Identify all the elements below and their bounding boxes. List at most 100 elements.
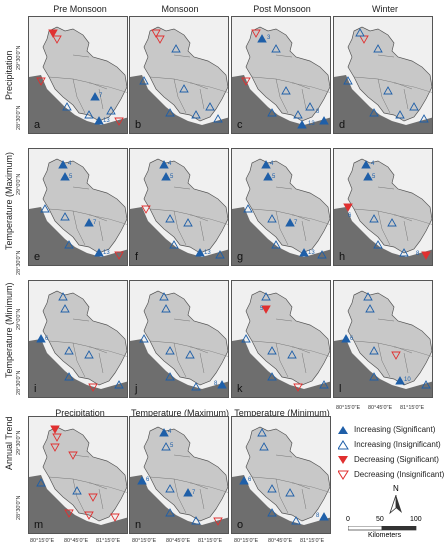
panel-letter: c	[237, 119, 243, 131]
x-tick-l3: 81°15'0"E	[400, 405, 425, 411]
subbasin-lines	[48, 318, 108, 378]
station-marker	[88, 383, 98, 392]
river-line	[393, 346, 432, 357]
station-number: 7	[93, 220, 97, 226]
panel-letter: d	[339, 119, 346, 131]
x-tick-l1: 80°15'0"E	[336, 405, 361, 411]
basin-shape	[42, 158, 127, 254]
station-number: 8	[316, 109, 320, 115]
panel-letter: f	[135, 251, 139, 263]
x-tick-o3: 81°15'0"E	[300, 538, 325, 544]
station-marker	[50, 443, 60, 452]
terrain-shade	[130, 207, 228, 265]
legend-dec-sig-label: Decreasing (Significant)	[354, 455, 439, 464]
station-marker	[243, 204, 253, 213]
station-marker	[90, 92, 100, 101]
terrain-shade	[29, 207, 127, 265]
panel-letter: g	[237, 251, 244, 263]
basin-shape	[347, 290, 432, 386]
subbasin-lines	[48, 454, 108, 514]
station-marker	[52, 433, 62, 442]
station-marker	[373, 44, 383, 53]
map-panel-n: 4 5 6 7 n	[129, 416, 229, 534]
map-panel-h: 4 5 6 8 h	[333, 148, 433, 266]
river-line	[88, 82, 127, 93]
scale-unit: Kilometers	[368, 532, 402, 539]
station-marker	[165, 484, 175, 493]
station-marker	[355, 28, 365, 37]
station-marker	[159, 160, 169, 169]
station-number: 4	[168, 429, 172, 435]
station-marker	[261, 305, 271, 314]
station-number: 5	[170, 443, 174, 449]
scale-tick-100: 100	[410, 516, 422, 523]
station-number: 8	[316, 513, 320, 519]
station-marker	[183, 488, 193, 497]
station-number: 13	[204, 250, 211, 256]
station-marker	[64, 509, 74, 518]
subbasin-lines	[149, 318, 209, 378]
legend-inc-sig-symbol	[338, 426, 348, 434]
station-marker	[319, 512, 329, 521]
basin-shape	[143, 26, 228, 122]
map-panel-f: 4 5 13 f	[129, 148, 229, 266]
station-marker	[36, 478, 46, 487]
terrain-shade	[130, 475, 228, 533]
station-marker	[369, 214, 379, 223]
station-marker	[217, 380, 227, 389]
station-marker	[287, 350, 297, 359]
station-marker	[48, 29, 58, 38]
x-tick-m2: 80°45'0"E	[64, 538, 89, 544]
river-line	[291, 82, 330, 93]
station-marker	[395, 110, 405, 119]
station-marker	[165, 108, 175, 117]
terrain-shade	[334, 339, 432, 397]
river-line	[393, 82, 432, 93]
station-marker	[391, 351, 401, 360]
map-panel-o: 6 8 o	[231, 416, 331, 534]
x-tick-n2: 80°45'0"E	[166, 538, 191, 544]
station-marker	[84, 350, 94, 359]
scale-tick-50: 50	[376, 516, 384, 523]
station-marker	[363, 292, 373, 301]
station-marker	[72, 486, 82, 495]
subbasin-lines	[251, 318, 311, 378]
subbasin-lines	[48, 54, 108, 114]
terrain-shade	[232, 75, 330, 133]
station-marker	[161, 304, 171, 313]
station-marker	[114, 251, 124, 260]
station-marker	[261, 292, 271, 301]
station-marker	[215, 250, 225, 259]
station-marker	[281, 86, 291, 95]
station-marker	[171, 44, 181, 53]
station-number: 8	[416, 251, 420, 257]
station-number: 6	[45, 336, 49, 342]
station-marker	[165, 214, 175, 223]
station-marker	[373, 240, 383, 249]
river-line	[88, 214, 127, 225]
station-marker	[36, 77, 46, 86]
station-marker	[419, 114, 429, 123]
panel-letter: m	[34, 519, 44, 531]
station-marker	[293, 383, 303, 392]
station-marker	[317, 250, 327, 259]
legend-inc-insig-label: Increasing (Insignificant)	[354, 440, 441, 449]
station-marker	[191, 382, 201, 391]
col-title-pre-monsoon: Pre Monsoon	[53, 4, 107, 14]
panel-letter: e	[34, 251, 41, 263]
station-marker	[365, 304, 375, 313]
river-line	[189, 82, 228, 93]
legend-symbols	[338, 426, 349, 480]
station-number: 5	[372, 174, 376, 180]
basin-shape	[245, 158, 330, 254]
station-number: 7	[192, 490, 196, 496]
terrain-shade	[232, 207, 330, 265]
subbasin-lines	[149, 454, 209, 514]
station-marker	[241, 334, 251, 343]
y-tick-3: 28°30'0"N	[16, 105, 22, 130]
col-title-annual-tmax: Temperature (Maximum)	[130, 408, 230, 418]
basin-shape	[245, 290, 330, 386]
station-marker	[267, 484, 277, 493]
river-line	[393, 214, 432, 225]
station-marker	[299, 248, 309, 257]
